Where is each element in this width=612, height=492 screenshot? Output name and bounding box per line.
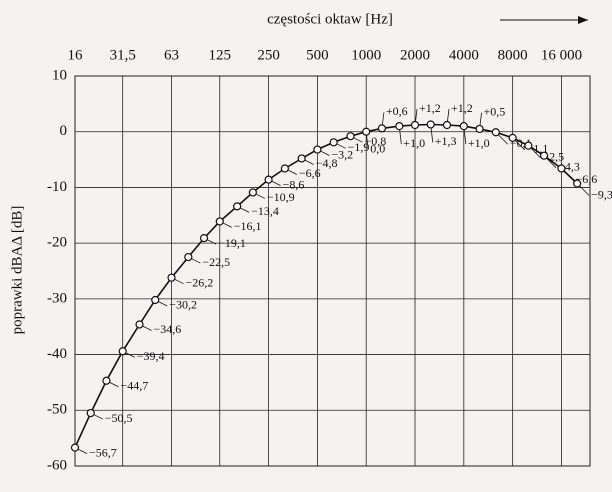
- data-label: −6,6: [299, 166, 321, 180]
- point: [557, 164, 566, 173]
- point: [426, 120, 435, 129]
- data-label: −9,3: [591, 187, 612, 201]
- data-label: −1,9: [348, 140, 370, 154]
- point: [118, 347, 127, 356]
- point: [346, 132, 355, 141]
- x-tick-label: 250: [257, 47, 280, 63]
- point: [410, 120, 420, 130]
- point: [167, 273, 176, 282]
- point: [573, 179, 582, 188]
- data-label: −39,4: [137, 349, 165, 363]
- point: [280, 164, 289, 173]
- data-label: +1,0: [468, 136, 490, 150]
- point: [362, 127, 371, 136]
- y-tick-label: -20: [47, 235, 67, 251]
- point: [233, 202, 242, 211]
- data-label: +1,3: [435, 134, 457, 148]
- data-label: −44,7: [120, 379, 148, 393]
- x-tick-label: 125: [209, 47, 232, 63]
- data-label: −3,2: [331, 147, 353, 161]
- point: [297, 154, 306, 163]
- data-label: −19,1: [218, 236, 246, 250]
- x-axis-title: częstości oktaw [Hz]: [267, 11, 393, 27]
- point: [86, 408, 95, 418]
- point: [491, 128, 500, 137]
- x-tick-label: 4000: [449, 47, 479, 63]
- point: [313, 145, 322, 154]
- point: [70, 443, 80, 452]
- point: [151, 295, 160, 305]
- data-label: +0,5: [484, 105, 506, 119]
- point: [248, 188, 257, 197]
- y-tick-label: -50: [47, 402, 67, 418]
- point: [475, 124, 484, 134]
- data-label: 0,0: [370, 141, 385, 155]
- y-tick-label: -40: [47, 346, 67, 362]
- x-tick-label: 500: [306, 47, 329, 63]
- data-label: +1,2: [451, 101, 473, 115]
- x-tick-label: 8000: [498, 47, 528, 63]
- data-label: −50,5: [105, 411, 133, 425]
- data-label: −10,9: [267, 190, 295, 204]
- point: [135, 320, 144, 329]
- point: [184, 252, 193, 262]
- x-tick-label: 31,5: [110, 47, 136, 63]
- y-tick-label: 0: [60, 123, 68, 139]
- point: [215, 217, 224, 226]
- point: [329, 138, 338, 147]
- data-label: −22,5: [202, 255, 230, 269]
- data-label: −30,2: [169, 298, 197, 312]
- y-tick-label: -30: [47, 290, 67, 306]
- x-tick-label: 16: [68, 47, 84, 63]
- x-tick-label: 63: [164, 47, 179, 63]
- x-tick-label: 2000: [400, 47, 430, 63]
- y-tick-label: 10: [52, 67, 67, 83]
- data-label: −26,2: [186, 275, 214, 289]
- point: [539, 151, 549, 160]
- data-label: +1,2: [419, 101, 441, 115]
- x-tick-label: 16 000: [541, 47, 582, 63]
- y-axis-title: poprawki dBAΔ [dB]: [9, 206, 25, 335]
- point: [459, 122, 468, 131]
- line: [74, 123, 578, 448]
- arrow-head: [578, 16, 588, 24]
- point: [442, 120, 452, 130]
- y-tick-label: -10: [47, 179, 67, 195]
- data-label: +0,6: [386, 104, 408, 118]
- data-label: −16,1: [234, 219, 262, 233]
- data-label: −34,6: [154, 322, 182, 336]
- data-label: −4,8: [316, 156, 338, 170]
- point: [377, 124, 387, 133]
- point: [508, 133, 517, 142]
- x-tick-label: 1000: [351, 47, 381, 63]
- point: [264, 175, 273, 184]
- data-label: −56,7: [89, 445, 117, 459]
- point: [524, 141, 533, 150]
- point: [102, 376, 111, 385]
- point: [395, 122, 404, 131]
- data-label: −8,6: [283, 177, 305, 191]
- data-label: −13,4: [251, 204, 279, 218]
- point: [199, 234, 209, 243]
- y-tick-label: -60: [47, 457, 67, 473]
- data-label: −0,8: [364, 134, 386, 148]
- data-label: +1,0: [403, 136, 425, 150]
